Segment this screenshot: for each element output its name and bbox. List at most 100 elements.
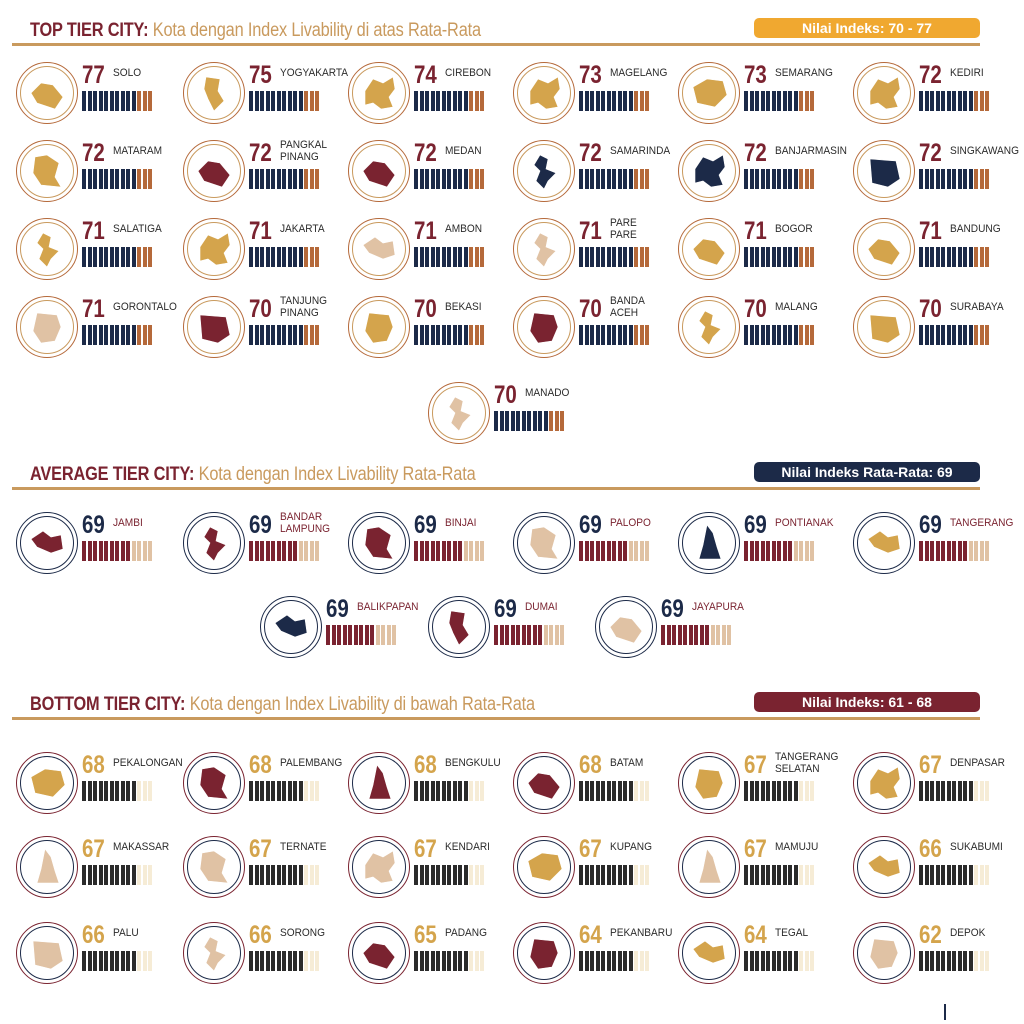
city-map-shape (533, 232, 557, 268)
city-score-bars (579, 781, 651, 801)
score-bar-segment (282, 781, 286, 801)
city-map-ring (16, 140, 78, 202)
city-name: MAGELANG (610, 67, 668, 79)
top-tier-badge: Nilai Indeks: 70 - 77 (754, 18, 980, 38)
score-bar-segment (447, 325, 451, 345)
score-bar-segment (935, 91, 940, 111)
city-map-ring-inner (517, 840, 571, 894)
top-tier-title-bold: TOP TIER CITY: (30, 20, 149, 41)
score-bar-segment (979, 91, 984, 111)
city-score: 68 (579, 751, 602, 779)
city-map-ring (348, 922, 410, 984)
score-bar-segment (98, 541, 103, 561)
score-bar-segment (924, 541, 929, 561)
city-map-ring (348, 140, 410, 202)
city-map-icon (274, 614, 308, 638)
score-bar-segment (924, 781, 929, 801)
score-bar-segment (282, 951, 286, 971)
score-bar-segment (452, 541, 457, 561)
score-bar-segment (766, 865, 770, 885)
city-map-ring (348, 752, 410, 814)
score-bar-segment (968, 781, 973, 801)
city-score: 69 (249, 511, 272, 539)
city-map-shape (364, 850, 396, 884)
score-bar-segment (441, 247, 446, 267)
score-bar-segment (452, 325, 457, 345)
score-bar-segment (463, 865, 468, 885)
score-bar-segment (799, 169, 803, 189)
score-bar-segment (952, 169, 956, 189)
score-bar-segment (104, 865, 108, 885)
city-card-pekanbaru: 64 PEKANBARU (513, 922, 683, 988)
city-score-bars (249, 325, 321, 345)
score-bar-segment (628, 247, 633, 267)
score-bar-segment (430, 781, 435, 801)
score-bar-segment (623, 325, 627, 345)
score-bar-segment (142, 541, 147, 561)
city-name: MAMUJU (775, 841, 819, 853)
city-name: MALANG (775, 301, 818, 313)
score-bar-segment (298, 951, 303, 971)
city-map-icon (529, 526, 559, 560)
city-name: SOLO (113, 67, 142, 79)
score-bar-segment (315, 541, 319, 561)
score-bar-segment (82, 169, 86, 189)
score-bar-segment (617, 91, 622, 111)
score-bar-segment (254, 951, 259, 971)
score-bar-segment (634, 541, 638, 561)
city-map-ring (853, 140, 915, 202)
city-map-ring (16, 218, 78, 280)
score-bar-segment (98, 91, 103, 111)
city-map-icon (203, 526, 227, 562)
score-bar-segment (985, 325, 989, 345)
city-card-depok: 62 DEPOK (853, 922, 1023, 988)
city-map-ring-inner (517, 756, 571, 810)
city-score: 69 (326, 595, 349, 623)
score-bar-segment (946, 781, 951, 801)
city-name: PEKALONGAN (113, 757, 183, 769)
score-bar-segment (98, 951, 103, 971)
score-bar-segment (952, 781, 956, 801)
city-score-bars (661, 625, 733, 645)
score-bar-segment (612, 91, 616, 111)
city-name: TANJUNG PINANG (280, 295, 328, 319)
city-card-medan: 72 MEDAN (348, 140, 518, 206)
score-bar-segment (590, 951, 594, 971)
score-bar-segment (727, 625, 731, 645)
score-bar-segment (788, 91, 792, 111)
city-card-jayapura: 69 JAYAPURA (595, 596, 765, 662)
score-bar-segment (430, 865, 435, 885)
score-bar-segment (137, 951, 141, 971)
score-bar-segment (282, 325, 286, 345)
score-bar-segment (293, 541, 297, 561)
score-bar-segment (463, 91, 468, 111)
city-map-ring (183, 836, 245, 898)
score-bar-segment (584, 169, 589, 189)
score-bar-segment (425, 865, 429, 885)
score-bar-segment (452, 247, 457, 267)
city-card-denpasar: 67 DENPASAR (853, 752, 1023, 818)
score-bar-segment (957, 325, 962, 345)
city-map-ring-inner (20, 222, 74, 276)
score-bar-segment (271, 169, 275, 189)
score-bar-segment (304, 247, 308, 267)
score-bar-segment (601, 951, 605, 971)
score-bar-segment (755, 91, 759, 111)
city-card-sorong: 66 SORONG (183, 922, 353, 988)
city-map-shape (199, 850, 229, 884)
score-bar-segment (941, 865, 945, 885)
score-bar-segment (82, 781, 86, 801)
score-bar-segment (952, 865, 956, 885)
city-score-bars (249, 247, 321, 267)
score-bar-segment (87, 247, 92, 267)
score-bar-segment (271, 325, 275, 345)
city-map-icon (527, 852, 563, 882)
score-bar-segment (985, 865, 989, 885)
city-card-solo: 77 SOLO (16, 62, 186, 128)
city-name: BATAM (610, 757, 644, 769)
score-bar-segment (968, 541, 973, 561)
city-score-bars (919, 91, 991, 111)
score-bar-segment (985, 541, 989, 561)
city-card-bekasi: 70 BEKASI (348, 296, 518, 362)
score-bar-segment (93, 247, 97, 267)
